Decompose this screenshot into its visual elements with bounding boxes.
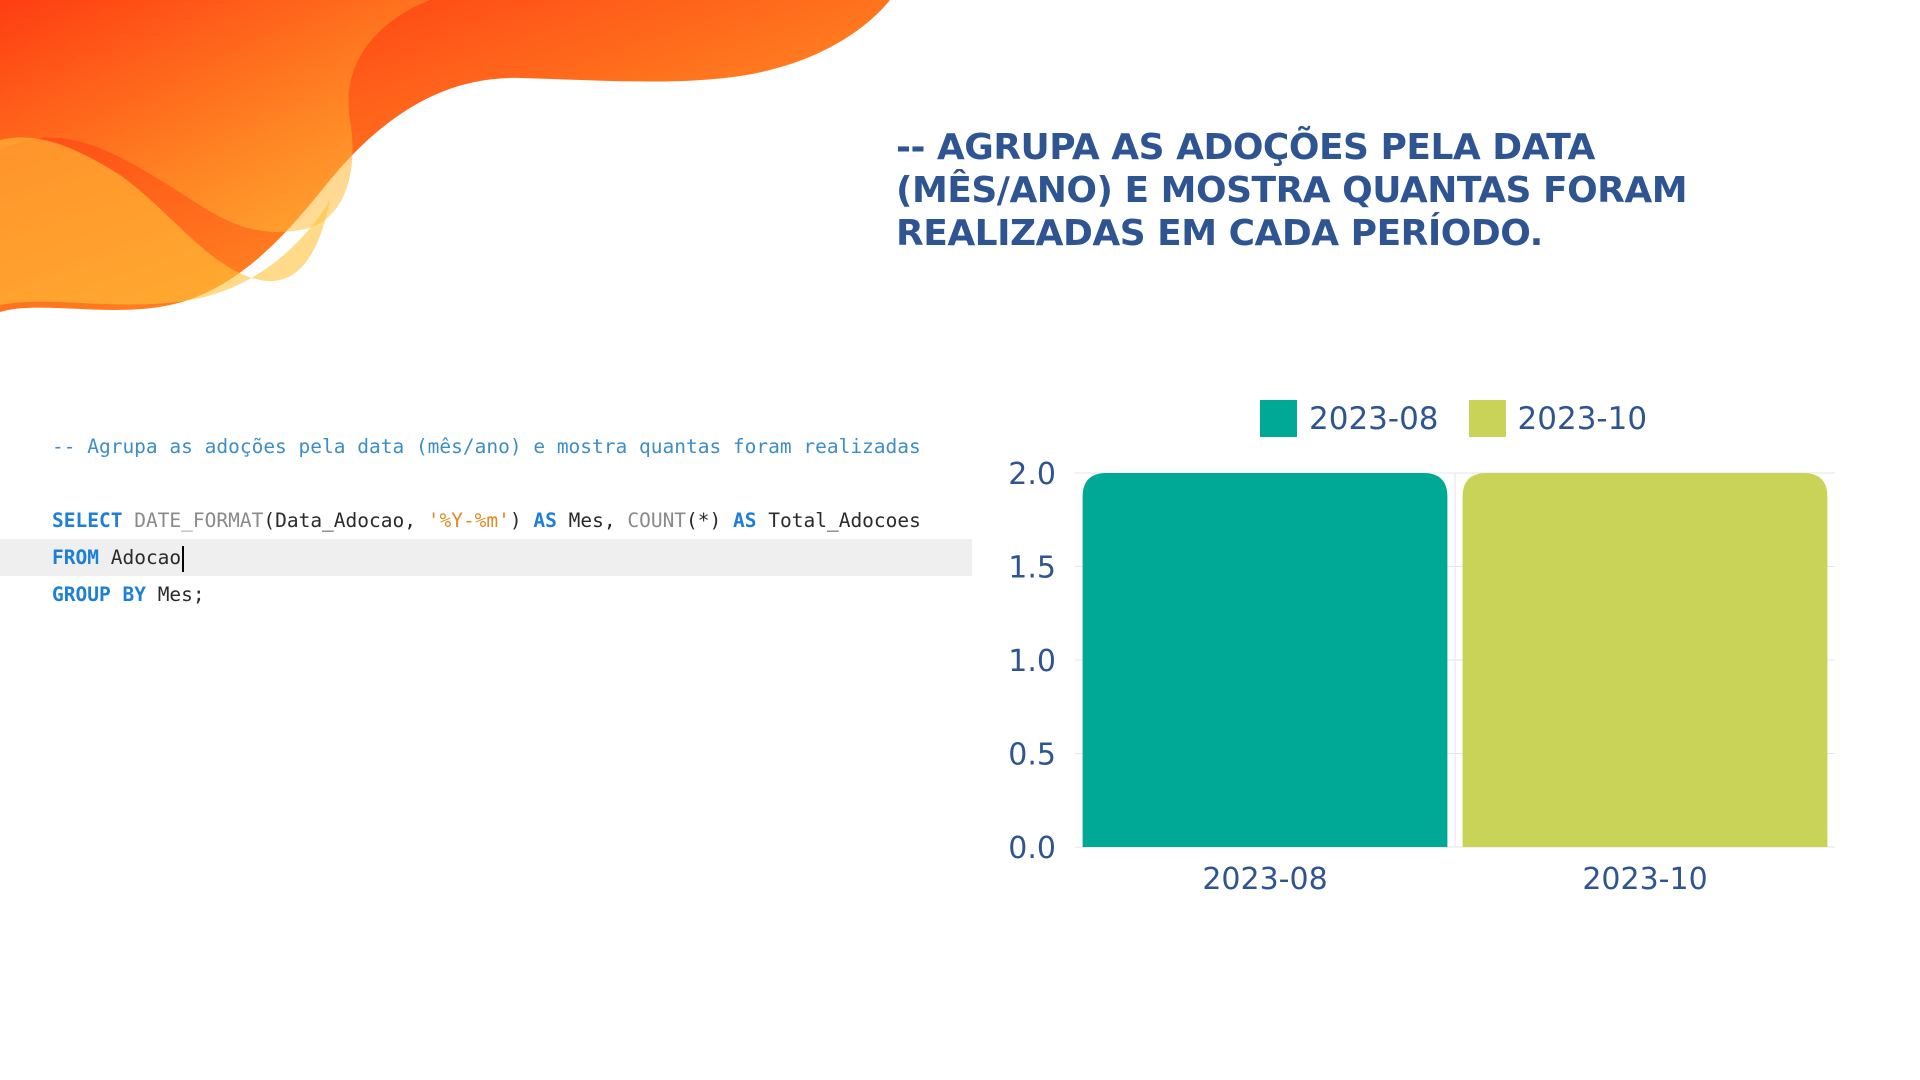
code-from-line: FROM Adocao bbox=[0, 539, 972, 576]
code-group-line: GROUP BY Mes; bbox=[52, 576, 972, 613]
text-cursor bbox=[182, 545, 185, 572]
page-heading: -- AGRUPA AS ADOÇÕES PELA DATA (MÊS/ANO)… bbox=[896, 126, 1688, 255]
y-tick-label: 0.5 bbox=[1008, 738, 1056, 773]
y-tick-label: 1.0 bbox=[1008, 644, 1056, 679]
keyword-from: FROM bbox=[52, 546, 99, 569]
legend-label: 2023-10 bbox=[1517, 400, 1648, 437]
keyword-by: BY bbox=[122, 583, 146, 606]
chart-legend: 2023-08 2023-10 bbox=[1260, 400, 1647, 437]
heading-line-2: (MÊS/ANO) E MOSTRA QUANTAS FORAM bbox=[896, 170, 1688, 211]
bar-2023-10 bbox=[1462, 473, 1828, 847]
heading-line-1: -- AGRUPA AS ADOÇÕES PELA DATA bbox=[896, 127, 1595, 168]
heading-line-3: REALIZADAS EM CADA PERÍODO. bbox=[896, 213, 1543, 254]
table-name: Adocao bbox=[110, 546, 182, 569]
code-comment-line: -- Agrupa as adoções pela data (mês/ano)… bbox=[52, 428, 972, 465]
function-date-format: DATE_FORMAT bbox=[134, 509, 264, 532]
code-blank-line bbox=[52, 465, 972, 502]
decorative-orange-wave bbox=[0, 0, 890, 312]
y-tick-label: 1.5 bbox=[1008, 551, 1056, 586]
legend-item: 2023-10 bbox=[1468, 400, 1648, 437]
count-argument: (*) bbox=[686, 509, 722, 532]
legend-item: 2023-08 bbox=[1260, 400, 1439, 437]
y-tick-label: 0.0 bbox=[1008, 831, 1056, 866]
keyword-as: AS bbox=[733, 509, 757, 532]
keyword-select: SELECT bbox=[52, 509, 123, 532]
bar-chart: 0.0 0.5 1.0 1.5 2.0 2023-08 2023-10 bbox=[1008, 457, 1835, 897]
paren-open: ( bbox=[263, 509, 276, 532]
alias-total-adocoes: Total_Adocoes bbox=[768, 509, 921, 532]
legend-label: 2023-08 bbox=[1309, 400, 1439, 437]
code-select-line: SELECT DATE_FORMAT(Data_Adocao, '%Y-%m')… bbox=[52, 502, 972, 539]
alias-mes: Mes, bbox=[568, 509, 628, 532]
group-by-column: Mes; bbox=[157, 583, 205, 606]
x-tick-label: 2023-10 bbox=[1582, 862, 1707, 897]
sql-code-block[interactable]: -- Agrupa as adoções pela data (mês/ano)… bbox=[0, 428, 972, 613]
sql-comment: -- Agrupa as adoções pela data (mês/ano)… bbox=[52, 435, 921, 458]
format-string: '%Y-%m' bbox=[427, 509, 510, 532]
column-data-adocao: Data_Adocao, bbox=[275, 509, 428, 532]
y-tick-label: 2.0 bbox=[1008, 457, 1056, 492]
keyword-group: GROUP bbox=[52, 583, 111, 606]
function-count: COUNT bbox=[627, 509, 687, 532]
bar-2023-08 bbox=[1082, 473, 1448, 847]
legend-swatch bbox=[1260, 400, 1297, 437]
paren-close: ) bbox=[509, 509, 522, 532]
x-tick-label: 2023-08 bbox=[1202, 862, 1327, 897]
keyword-as: AS bbox=[533, 509, 557, 532]
legend-swatch bbox=[1468, 400, 1506, 437]
